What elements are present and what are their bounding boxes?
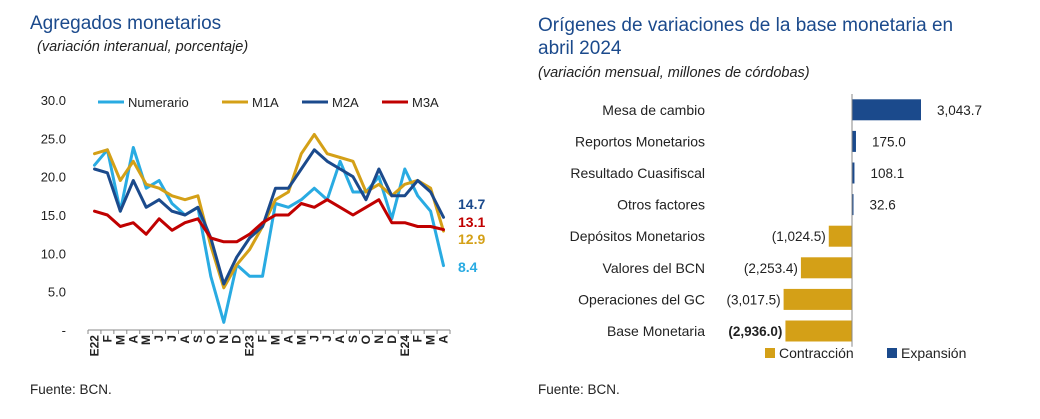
x-tick-label: N (372, 335, 386, 344)
legend-label: M3A (412, 95, 439, 110)
x-tick-label: A (178, 335, 192, 344)
bar (800, 257, 852, 279)
left-chart-title: Agregados monetarios (30, 13, 222, 34)
bar (828, 225, 852, 247)
bar (852, 130, 856, 152)
series-end-label: 8.4 (458, 259, 478, 275)
left-source: Fuente: BCN. (30, 382, 112, 397)
y-tick-label: 10.0 (41, 246, 66, 261)
value-label: 3,043.7 (937, 103, 982, 118)
x-tick-label: E23 (243, 335, 257, 357)
x-tick-label: J (165, 335, 179, 342)
y-tick-label: 30.0 (41, 93, 66, 108)
right-chart-title: Orígenes de variaciones de la base monet… (538, 14, 953, 60)
right-chart-title-line1: Orígenes de variaciones de la base monet… (538, 15, 954, 36)
x-tick-label: J (320, 335, 334, 342)
category-label: Base Monetaria (607, 323, 705, 339)
series-end-label: 14.7 (458, 196, 485, 212)
value-label: 108.1 (870, 166, 904, 181)
bar (783, 288, 852, 310)
x-tick-label: F (256, 335, 270, 342)
legend-label: Numerario (128, 95, 189, 110)
value-label: 32.6 (870, 198, 896, 213)
y-tick-label: 5.0 (48, 285, 66, 300)
category-label: Reportos Monetarios (575, 133, 705, 149)
x-tick-label: A (281, 335, 295, 344)
x-tick-label: E24 (398, 335, 412, 357)
x-tick-label: M (113, 335, 127, 345)
category-label: Mesa de cambio (602, 102, 705, 118)
category-label: Depósitos Monetarios (570, 228, 705, 244)
y-tick-label: 15.0 (41, 208, 66, 223)
series-line (93, 146, 445, 324)
legend-label: M2A (332, 95, 359, 110)
x-tick-label: S (191, 335, 205, 343)
x-tick-label: A (126, 335, 140, 344)
x-tick-label: J (152, 335, 166, 342)
value-label: (1,024.5) (772, 229, 826, 244)
x-tick-label: M (424, 335, 438, 345)
x-tick-label: M (294, 335, 308, 345)
x-tick-label: M (268, 335, 282, 345)
x-tick-label: O (359, 335, 373, 344)
category-label: Operaciones del GC (578, 291, 705, 307)
bar (852, 162, 855, 184)
bar-chart: Mesa de cambio 3,043.7 Reportos Monetarios… (570, 94, 982, 361)
category-label: Otros factores (617, 197, 705, 213)
x-tick-label: J (307, 335, 321, 342)
bar (852, 99, 921, 121)
bar (785, 320, 852, 342)
right-chart-title-line2: abril 2024 (538, 38, 622, 59)
y-tick-label: 20.0 (41, 170, 66, 185)
x-tick-label: S (346, 335, 360, 343)
value-label: (2,253.4) (744, 261, 798, 276)
right-source: Fuente: BCN. (538, 382, 620, 397)
value-label: (3,017.5) (727, 292, 781, 307)
x-tick-label: D (230, 335, 244, 344)
x-tick-label: A (437, 335, 451, 344)
series-line (93, 133, 445, 290)
category-label: Valores del BCN (603, 260, 705, 276)
x-tick-label: E22 (87, 335, 101, 357)
series-line (93, 198, 445, 244)
series-line (93, 148, 445, 286)
right-chart-subtitle: (variación mensual, millones de córdobas… (538, 65, 810, 81)
series-end-label: 12.9 (458, 231, 485, 247)
legend-swatch (887, 348, 897, 358)
x-tick-label: A (333, 335, 347, 344)
legend-label: M1A (252, 95, 279, 110)
x-tick-label: N (217, 335, 231, 344)
y-tick-label: 25.0 (41, 131, 66, 146)
line-chart: 30.025.020.015.010.05.0-E22FMAMJJASONDE2… (41, 93, 486, 357)
x-tick-label: O (204, 335, 218, 344)
value-label: 175.0 (872, 134, 906, 149)
legend-swatch (765, 348, 775, 358)
x-tick-label: F (100, 335, 114, 342)
left-chart-subtitle: (variación interanual, porcentaje) (37, 39, 249, 55)
series-end-label: 13.1 (458, 214, 485, 230)
x-tick-label: D (385, 335, 399, 344)
x-tick-label: M (139, 335, 153, 345)
legend-label: Contracción (779, 345, 854, 361)
legend-label: Expansión (901, 345, 966, 361)
value-label: (2,936.0) (728, 324, 782, 339)
bar (852, 194, 854, 216)
y-tick-label: - (62, 323, 66, 338)
category-label: Resultado Cuasifiscal (570, 165, 705, 181)
x-tick-label: F (411, 335, 425, 342)
